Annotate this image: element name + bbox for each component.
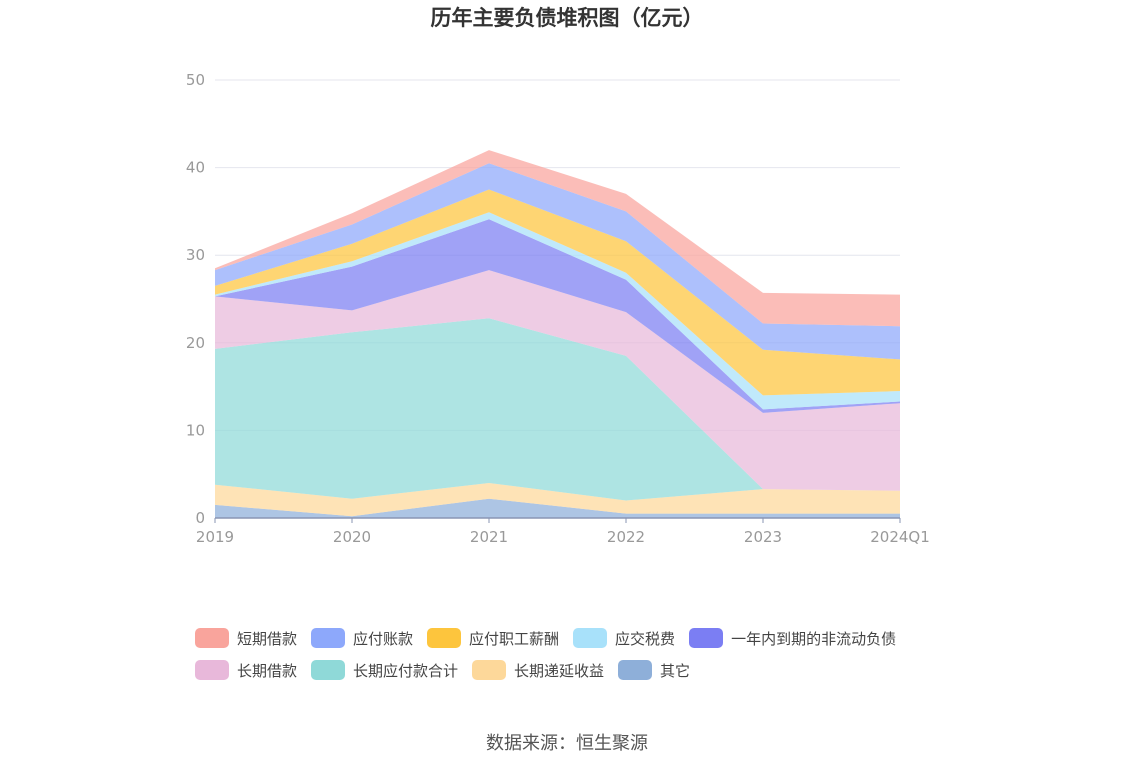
legend-label: 应交税费 (615, 629, 676, 648)
legend-swatch (311, 628, 346, 648)
y-tick-label: 20 (186, 334, 205, 352)
x-tick-label: 2021 (470, 528, 508, 546)
y-tick-label: 0 (195, 509, 205, 527)
stacked-area-chart: 历年主要负债堆积图（亿元） 0 10 20 30 40 50 2019 2020 2021 202… (186, 6, 930, 546)
legend-swatch (618, 660, 653, 680)
area-series-7 (215, 163, 900, 360)
legend-swatch (195, 660, 229, 680)
area-series-0 (215, 498, 900, 518)
y-tick-label: 40 (186, 159, 205, 177)
axes: 0 10 20 30 40 50 2019 2020 2021 2022 2023 2024Q1 (186, 71, 930, 546)
legend-item[interactable]: 其它 (618, 660, 690, 680)
area-series-2 (215, 318, 900, 501)
legend-item[interactable]: 应交税费 (573, 628, 675, 648)
legend-item[interactable]: 长期递延收益 (472, 660, 604, 680)
legend-item[interactable]: 一年内到期的非流动负债 (689, 628, 896, 648)
legend-item[interactable]: 长期借款 (195, 660, 297, 680)
legend-item[interactable]: 应付账款 (311, 628, 413, 648)
x-tick-label: 2024Q1 (870, 528, 930, 546)
legend-label: 应付账款 (353, 629, 414, 648)
area-series-8 (215, 150, 900, 327)
legend-swatch (573, 628, 608, 648)
x-tick-label: 2023 (744, 528, 782, 546)
area-series-4 (215, 219, 900, 413)
y-tick-label: 30 (186, 246, 205, 264)
chart-title: 历年主要负债堆积图（亿元） (431, 6, 704, 30)
area-series-3 (215, 270, 900, 491)
legend-item[interactable]: 应付职工薪酬 (427, 628, 559, 648)
area-series-layer (215, 150, 900, 518)
legend-swatch (689, 628, 724, 648)
legend-swatch (195, 628, 229, 648)
y-tick-label: 10 (186, 421, 205, 439)
legend-item[interactable]: 长期应付款合计 (311, 660, 458, 680)
legend-label: 短期借款 (237, 629, 298, 648)
area-series-1 (215, 483, 900, 517)
legend-swatch (311, 660, 346, 680)
legend-label: 长期借款 (237, 661, 298, 680)
legend-label: 长期递延收益 (514, 661, 605, 680)
legend-item[interactable]: 短期借款 (195, 628, 297, 648)
legend-swatch (427, 628, 462, 648)
x-tick-label: 2020 (333, 528, 371, 546)
legend-label: 长期应付款合计 (353, 661, 459, 680)
y-tick-label: 50 (186, 71, 205, 89)
area-series-6 (215, 189, 900, 396)
legend-label: 一年内到期的非流动负债 (731, 629, 897, 648)
chart-legend: 短期借款 应付账款 应付职工薪酬 应交税费 一年内到期的非流动负债长期借款 长期应付款合计… (195, 628, 955, 680)
legend-swatch (472, 660, 507, 680)
legend-label: 应付职工薪酬 (469, 629, 560, 648)
x-tick-label: 2022 (607, 528, 645, 546)
x-tick-label: 2019 (196, 528, 234, 546)
data-source-note: 数据来源：恒生聚源 (486, 733, 648, 754)
legend-label: 其它 (660, 661, 691, 680)
